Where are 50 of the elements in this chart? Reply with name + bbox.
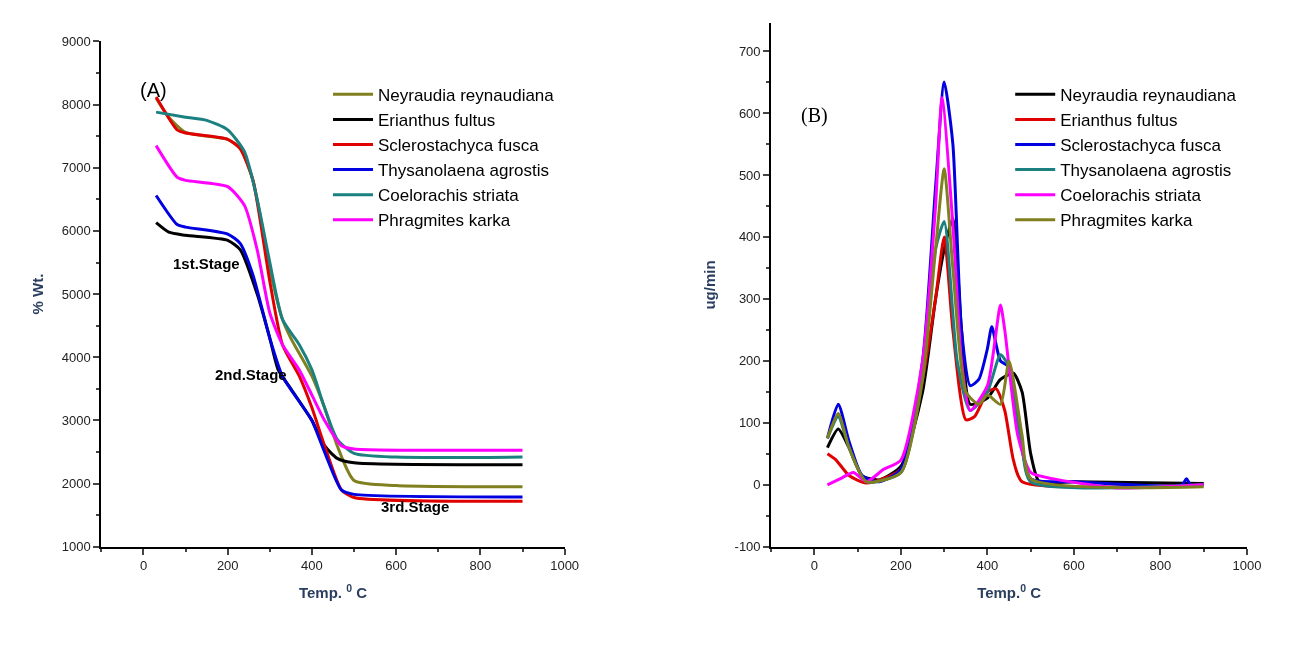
x-tick-label: 800 <box>469 558 492 574</box>
x-axis-title: Temp.$^{0}$ C <box>977 581 1042 601</box>
y-axis-title: % Wt. <box>28 273 46 315</box>
y-tick-label: 700 <box>738 43 761 59</box>
legend-label: Neyraudia reynaudiana <box>377 85 555 105</box>
legend-label: Sclerostachyca fusca <box>1060 136 1222 156</box>
x-tick-label: 800 <box>1149 558 1172 574</box>
legend-label: Sclerostachyca fusca <box>377 136 540 156</box>
y-tick-label: 8000 <box>61 97 91 113</box>
x-tick-label: 400 <box>976 558 999 574</box>
y-tick-label: 600 <box>738 105 761 121</box>
y-tick-label: 400 <box>738 229 761 245</box>
y-tick-label: 500 <box>738 167 761 183</box>
annotation: (A) <box>140 79 167 101</box>
legend-label: Coelorachis striata <box>1060 186 1202 206</box>
x-tick-label: 1000 <box>550 558 580 574</box>
legend-label: Thysanolaena agrostis <box>377 161 550 181</box>
x-tick-label: 1000 <box>1232 558 1262 574</box>
y-tick-label: 300 <box>738 291 761 307</box>
x-tick-label: 0 <box>810 558 819 574</box>
y-tick-label: 2000 <box>61 476 91 492</box>
y-tick-label: 7000 <box>61 160 91 176</box>
x-axis-title: Temp. $^{0}$ C <box>298 581 368 601</box>
annotation: 1st.Stage <box>173 255 240 272</box>
y-tick-label: 6000 <box>61 223 91 239</box>
annotation: 3rd.Stage <box>381 498 450 515</box>
x-tick-label: 200 <box>890 558 912 574</box>
x-tick-label: 0 <box>139 558 148 574</box>
x-tick-label: 400 <box>301 558 323 574</box>
y-tick-label: 5000 <box>61 286 91 302</box>
y-tick-label: 3000 <box>61 413 91 429</box>
x-tick-label: 600 <box>1063 558 1085 574</box>
legend-label: Phragmites karka <box>377 211 511 231</box>
annotation: (B) <box>801 104 828 127</box>
y-tick-label: 9000 <box>61 33 91 49</box>
legend-label: Phragmites karka <box>1060 211 1194 231</box>
x-tick-label: 200 <box>216 558 239 574</box>
y-tick-label: 4000 <box>61 349 91 365</box>
y-tick-label: 1000 <box>61 539 91 555</box>
legend-label: Erianthus fultus <box>377 111 496 131</box>
legend-label: Neyraudia reynaudiana <box>1060 85 1237 105</box>
y-tick-label: 200 <box>738 353 761 369</box>
y-tick-label: -100 <box>734 539 761 555</box>
x-tick-label: 600 <box>385 558 408 574</box>
legend-label: Erianthus fultus <box>1060 111 1178 131</box>
y-axis-title: ug/min <box>701 260 719 310</box>
legend-label: Thysanolaena agrostis <box>1060 161 1232 181</box>
legend-label: Coelorachis striata <box>377 186 520 206</box>
y-tick-label: 100 <box>738 415 761 431</box>
y-tick-label: 0 <box>753 477 761 493</box>
